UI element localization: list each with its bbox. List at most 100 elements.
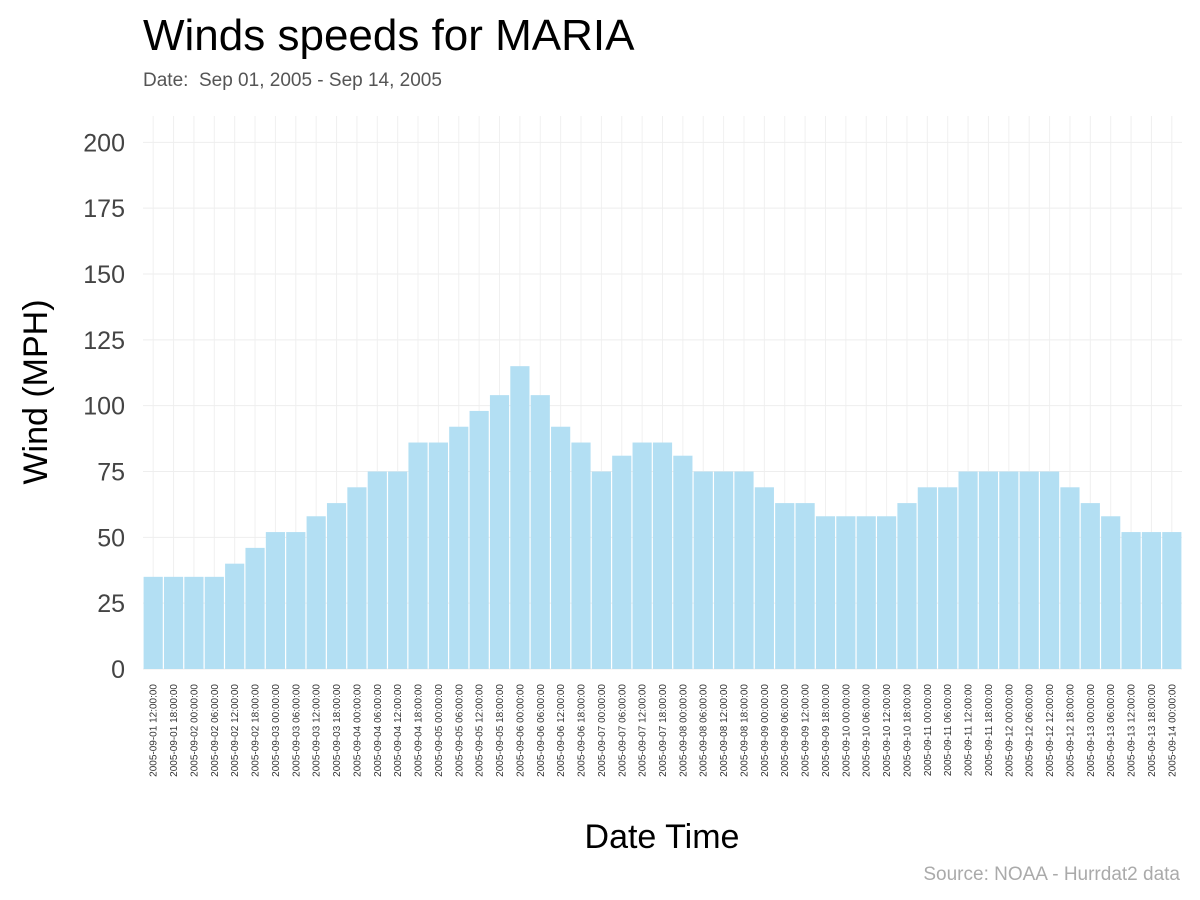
- y-tick-label: 125: [83, 327, 125, 355]
- bar: [795, 503, 815, 669]
- bar: [673, 455, 693, 669]
- chart-title: Winds speeds for MARIA: [143, 11, 635, 60]
- bar: [999, 471, 1019, 669]
- x-tick-label: 2005-09-05 06:00:00: [454, 684, 465, 777]
- bar: [1121, 532, 1141, 669]
- x-tick-label: 2005-09-02 12:00:00: [230, 684, 241, 777]
- x-tick-label: 2005-09-09 12:00:00: [801, 684, 812, 777]
- bar: [428, 442, 448, 669]
- x-tick-label: 2005-09-02 00:00:00: [189, 684, 200, 777]
- bar: [530, 395, 550, 669]
- chart-subtitle: Date: Sep 01, 2005 - Sep 14, 2005: [143, 70, 442, 91]
- y-tick-label: 100: [83, 393, 125, 421]
- x-tick-label: 2005-09-05 18:00:00: [495, 684, 506, 777]
- x-tick-label: 2005-09-08 18:00:00: [739, 684, 750, 777]
- bar: [489, 395, 510, 669]
- x-tick-label: 2005-09-13 06:00:00: [1106, 684, 1117, 777]
- x-tick-label: 2005-09-04 12:00:00: [393, 684, 404, 777]
- x-tick-label: 2005-09-03 06:00:00: [291, 684, 302, 777]
- y-axis-ticks: 0 25 50 75 100 125 150 175 200: [83, 129, 125, 684]
- bar: [388, 471, 408, 669]
- bar: [408, 442, 428, 669]
- x-tick-label: 2005-09-13 18:00:00: [1147, 684, 1158, 777]
- x-tick-label: 2005-09-03 00:00:00: [271, 684, 282, 777]
- x-tick-label: 2005-09-10 00:00:00: [841, 684, 852, 777]
- x-tick-label: 2005-09-05 12:00:00: [475, 684, 486, 777]
- bar: [754, 487, 774, 669]
- x-tick-label: 2005-09-12 12:00:00: [1045, 684, 1056, 777]
- bar: [897, 503, 917, 669]
- x-tick-label: 2005-09-02 18:00:00: [251, 684, 262, 777]
- x-tick-label: 2005-09-08 06:00:00: [699, 684, 710, 777]
- bar: [693, 471, 713, 669]
- x-tick-label: 2005-09-04 18:00:00: [414, 684, 425, 777]
- x-tick-label: 2005-09-02 06:00:00: [210, 684, 221, 777]
- y-tick-label: 0: [111, 656, 125, 684]
- bar: [632, 442, 652, 669]
- x-tick-label: 2005-09-11 00:00:00: [923, 684, 934, 777]
- y-tick-label: 25: [97, 590, 125, 618]
- bar: [1141, 532, 1162, 669]
- x-tick-label: 2005-09-07 18:00:00: [658, 684, 669, 777]
- x-tick-label: 2005-09-06 12:00:00: [556, 684, 567, 777]
- y-tick-label: 175: [83, 195, 125, 223]
- bar: [612, 455, 632, 669]
- bar: [958, 471, 978, 669]
- x-tick-label: 2005-09-06 06:00:00: [536, 684, 547, 777]
- bar: [1080, 503, 1100, 669]
- x-tick-label: 2005-09-14 00:00:00: [1167, 684, 1178, 777]
- bar: [571, 442, 591, 669]
- x-tick-label: 2005-09-03 18:00:00: [332, 684, 343, 777]
- x-tick-label: 2005-09-08 12:00:00: [719, 684, 730, 777]
- bar: [978, 471, 999, 669]
- y-tick-label: 50: [97, 524, 125, 552]
- bar: [265, 532, 286, 669]
- bar: [938, 487, 958, 669]
- bar: [856, 516, 876, 669]
- x-axis-title: Date Time: [585, 818, 740, 856]
- bar: [163, 576, 184, 669]
- bar: [1162, 532, 1182, 669]
- x-tick-label: 2005-09-06 18:00:00: [577, 684, 588, 777]
- bar: [775, 503, 795, 669]
- x-tick-label: 2005-09-07 00:00:00: [597, 684, 608, 777]
- y-tick-label: 200: [83, 129, 125, 157]
- bar: [143, 576, 163, 669]
- bar: [591, 471, 611, 669]
- bar: [815, 516, 836, 669]
- bar: [184, 576, 204, 669]
- x-tick-label: 2005-09-01 12:00:00: [149, 684, 160, 777]
- x-tick-label: 2005-09-01 18:00:00: [169, 684, 180, 777]
- bar: [1101, 516, 1121, 669]
- x-tick-label: 2005-09-12 00:00:00: [1004, 684, 1015, 777]
- bar: [652, 442, 673, 669]
- bar: [204, 576, 224, 669]
- bar: [469, 410, 489, 669]
- x-tick-label: 2005-09-13 00:00:00: [1086, 684, 1097, 777]
- bar: [1019, 471, 1039, 669]
- bar: [225, 563, 245, 669]
- bar: [1039, 471, 1060, 669]
- bar: [714, 471, 734, 669]
- bar: [286, 532, 306, 669]
- x-tick-label: 2005-09-08 00:00:00: [678, 684, 689, 777]
- x-tick-label: 2005-09-10 06:00:00: [862, 684, 873, 777]
- bar: [1060, 487, 1080, 669]
- bars: [143, 366, 1182, 669]
- x-tick-label: 2005-09-06 00:00:00: [515, 684, 526, 777]
- x-tick-label: 2005-09-04 06:00:00: [373, 684, 384, 777]
- x-tick-label: 2005-09-11 18:00:00: [984, 684, 995, 777]
- bar: [551, 426, 571, 669]
- bar: [367, 471, 387, 669]
- bar: [347, 487, 367, 669]
- x-tick-label: 2005-09-10 18:00:00: [902, 684, 913, 777]
- bar: [306, 516, 326, 669]
- y-tick-label: 150: [83, 261, 125, 289]
- x-tick-label: 2005-09-03 12:00:00: [312, 684, 323, 777]
- bar: [245, 547, 265, 669]
- bar: [449, 426, 469, 669]
- x-tick-label: 2005-09-07 12:00:00: [638, 684, 649, 777]
- x-tick-label: 2005-09-12 06:00:00: [1025, 684, 1036, 777]
- bar: [877, 516, 897, 669]
